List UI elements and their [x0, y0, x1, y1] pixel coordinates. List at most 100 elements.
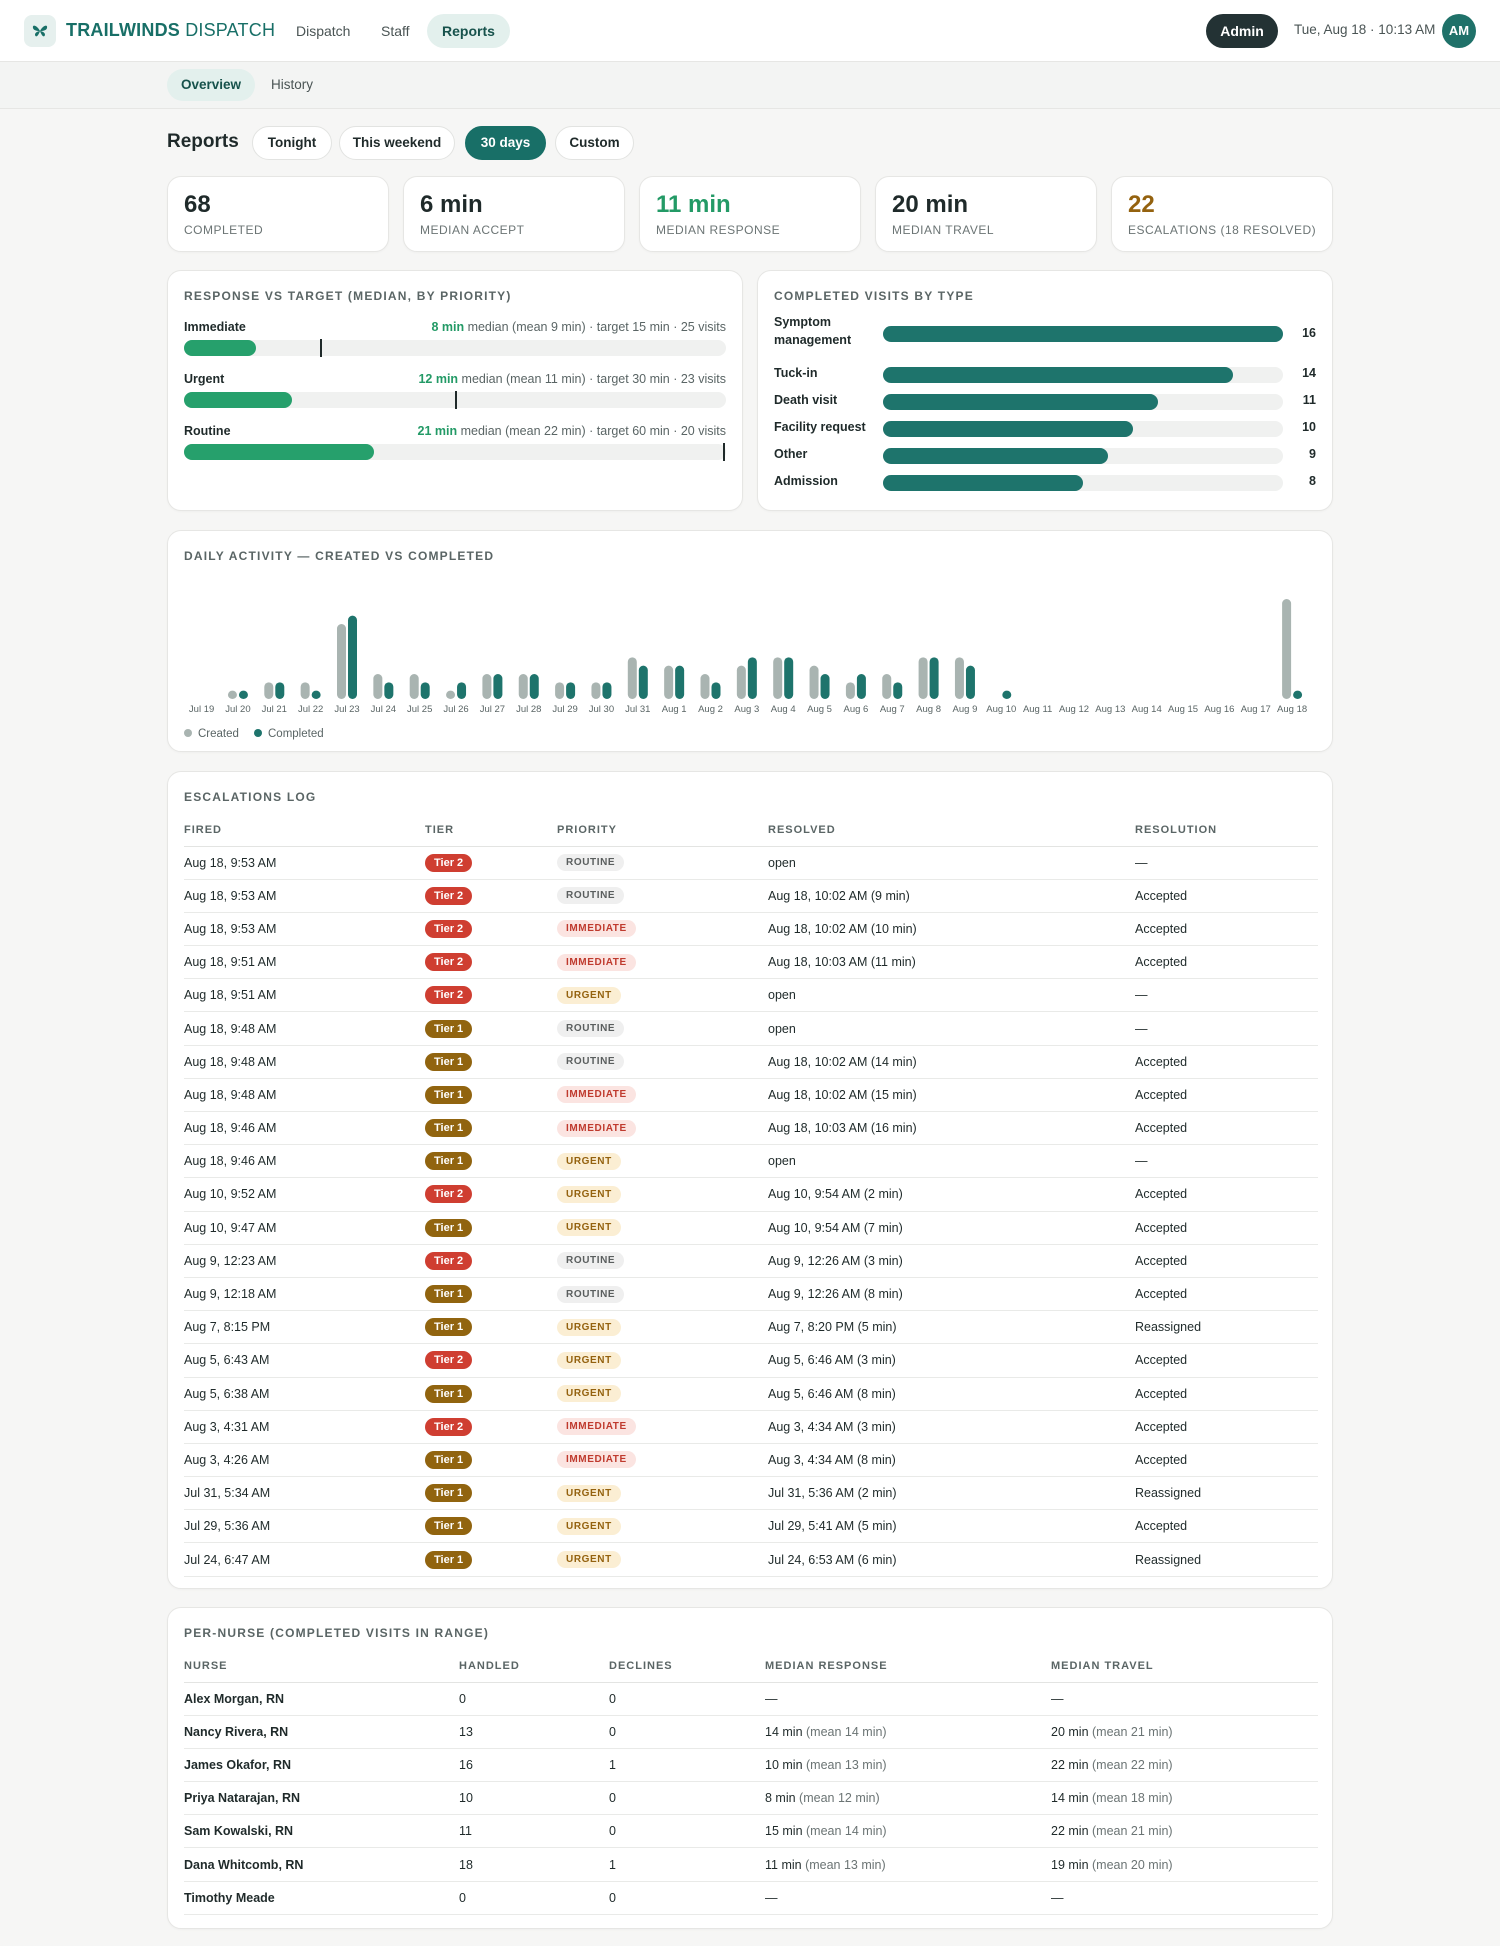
tier-cell: Tier 1: [425, 1509, 557, 1544]
created-bar: [700, 674, 710, 699]
tier-badge: Tier 2: [425, 953, 473, 972]
x-tick-label: Aug 12: [1059, 704, 1089, 715]
column-header: FIRED: [184, 814, 425, 847]
median-travel-mean: (mean 18 min): [1088, 1791, 1173, 1806]
kpi-label: MEDIAN TRAVEL: [892, 223, 995, 237]
legend-label: Created: [198, 728, 239, 740]
created-bar: [373, 674, 383, 699]
type-bar-track: [883, 394, 1283, 410]
current-datetime: Tue, Aug 18 · 10:13 AM: [1294, 22, 1436, 37]
range-30-days[interactable]: 30 days: [465, 126, 546, 160]
brand-name[interactable]: TRAILWINDS DISPATCH: [66, 20, 275, 41]
table-row: Aug 3, 4:31 AM Tier 2 IMMEDIATE Aug 3, 4:34…: [184, 1410, 1318, 1444]
table-row: Aug 9, 12:23 AM Tier 2 ROUTINE Aug 9, 12:26…: [184, 1244, 1318, 1278]
resolution-cell: Accepted: [1135, 945, 1318, 980]
fired-cell: Aug 5, 6:38 AM: [184, 1377, 425, 1411]
priority-name: Urgent: [184, 372, 225, 386]
priority-cell: ROUTINE: [557, 1244, 768, 1278]
resolved-cell: Jul 29, 5:41 AM (5 min): [768, 1509, 1135, 1544]
resolved-cell: open: [768, 1011, 1135, 1046]
completed-bar: [1293, 690, 1303, 699]
escalations-log-card: ESCALATIONS LOG FIRED TIER PRIORITY RESO…: [167, 771, 1333, 1589]
priority-badge: URGENT: [557, 1551, 621, 1569]
nurse-name-cell: Dana Whitcomb, RN: [184, 1847, 459, 1882]
median-travel-value: 22 min: [1051, 1824, 1089, 1839]
created-bar: [227, 690, 237, 699]
median-response-mean: (mean 13 min): [802, 1757, 887, 1772]
tier-badge: Tier 2: [425, 886, 473, 905]
tier-cell: Tier 2: [425, 1244, 557, 1278]
created-bar: [555, 682, 565, 699]
tier-cell: Tier 2: [425, 978, 557, 1013]
range-custom[interactable]: Custom: [555, 126, 634, 160]
range-tonight[interactable]: Tonight: [252, 126, 332, 160]
fired-cell: Aug 18, 9:51 AM: [184, 945, 425, 980]
table-row: Aug 5, 6:43 AM Tier 2 URGENT Aug 5, 6:46 AM…: [184, 1343, 1318, 1378]
fired-cell: Jul 31, 5:34 AM: [184, 1476, 425, 1511]
tab-history[interactable]: History: [271, 77, 314, 92]
type-value: 9: [1309, 447, 1316, 461]
declines-cell: 0: [609, 1682, 765, 1716]
response-bar-fill: [184, 392, 293, 408]
nav-staff[interactable]: Staff: [381, 23, 410, 39]
completed-bar: [457, 682, 467, 699]
column-header: MEDIAN RESPONSE: [765, 1650, 1051, 1683]
card-title: RESPONSE VS TARGET (MEDIAN, BY PRIORITY): [184, 289, 512, 303]
declines-cell: 1: [609, 1748, 765, 1783]
declines-cell: 1: [609, 1847, 765, 1882]
created-bar: [1282, 599, 1292, 699]
median-travel-mean: (mean 22 min): [1088, 1757, 1173, 1772]
x-tick-label: Aug 2: [698, 704, 723, 715]
tier-cell: Tier 1: [425, 1144, 557, 1179]
x-tick-label: Aug 4: [771, 704, 796, 715]
priority-cell: IMMEDIATE: [557, 1078, 768, 1113]
median-response-value: —: [765, 1890, 778, 1905]
priority-badge: URGENT: [557, 1318, 621, 1336]
x-tick-label: Aug 3: [734, 704, 759, 715]
median-response-cell: 10 min (mean 13 min): [765, 1748, 1051, 1783]
fired-cell: Aug 10, 9:47 AM: [184, 1211, 425, 1245]
table-row: Aug 18, 9:53 AM Tier 2 ROUTINE open —: [184, 846, 1318, 880]
created-bar: [773, 657, 783, 699]
tier-cell: Tier 1: [425, 1476, 557, 1511]
tab-overview[interactable]: Overview: [167, 69, 256, 101]
type-value: 14: [1302, 366, 1316, 380]
priority-cell: URGENT: [557, 1211, 768, 1245]
x-tick-label: Jul 27: [480, 704, 505, 715]
created-bar: [882, 674, 892, 699]
x-tick-label: Aug 11: [1023, 704, 1052, 715]
median-travel-mean: (mean 20 min): [1088, 1857, 1173, 1872]
admin-button[interactable]: Admin: [1206, 14, 1278, 48]
type-bar-fill: [883, 367, 1233, 383]
priority-badge: IMMEDIATE: [557, 920, 636, 938]
x-tick-label: Jul 26: [443, 704, 468, 715]
priority-badge: URGENT: [557, 1517, 621, 1535]
median-travel-cell: 19 min (mean 20 min): [1051, 1847, 1318, 1882]
median-travel-cell: 14 min (mean 18 min): [1051, 1781, 1318, 1816]
priority-badge: URGENT: [557, 1385, 621, 1403]
user-avatar[interactable]: AM: [1442, 14, 1476, 48]
x-tick-label: Jul 22: [298, 704, 323, 715]
nav-dispatch[interactable]: Dispatch: [296, 23, 351, 39]
priority-cell: URGENT: [557, 1144, 768, 1179]
resolution-cell: Accepted: [1135, 1111, 1318, 1146]
created-bar: [337, 624, 346, 699]
resolved-cell: Aug 5, 6:46 AM (3 min): [768, 1343, 1135, 1378]
tier-cell: Tier 2: [425, 846, 557, 880]
resolution-cell: Accepted: [1135, 912, 1318, 947]
nav-reports[interactable]: Reports: [427, 14, 510, 48]
tier-cell: Tier 1: [425, 1078, 557, 1113]
nurse-name-cell: Alex Morgan, RN: [184, 1682, 459, 1716]
median-travel-value: 20 min: [1051, 1724, 1089, 1739]
median-travel-cell: 20 min (mean 21 min): [1051, 1715, 1318, 1749]
priority-cell: IMMEDIATE: [557, 1410, 768, 1444]
tier-badge: Tier 1: [425, 1052, 473, 1071]
type-value: 16: [1302, 326, 1316, 340]
table-row: Aug 18, 9:53 AM Tier 2 ROUTINE Aug 18, 10:0…: [184, 879, 1318, 913]
type-bar-fill: [883, 326, 1283, 342]
type-name: Tuck-in: [774, 366, 818, 380]
median-response-value: 14 min: [765, 1724, 803, 1739]
completed-bar: [348, 615, 357, 699]
range-this-weekend[interactable]: This weekend: [339, 126, 455, 160]
tier-badge: Tier 1: [425, 1119, 473, 1138]
